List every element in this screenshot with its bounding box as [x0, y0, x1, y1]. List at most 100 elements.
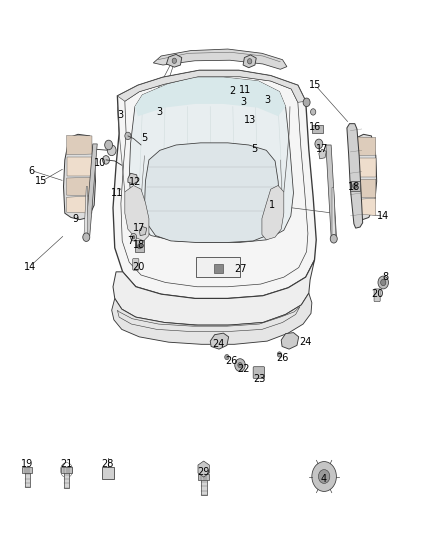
- Polygon shape: [67, 135, 92, 155]
- Polygon shape: [198, 461, 209, 477]
- Polygon shape: [117, 70, 306, 102]
- Text: 12: 12: [129, 177, 141, 187]
- Circle shape: [83, 233, 90, 241]
- Polygon shape: [125, 185, 149, 241]
- Polygon shape: [210, 333, 229, 349]
- Circle shape: [125, 132, 131, 140]
- Text: 19: 19: [21, 459, 33, 469]
- Polygon shape: [357, 179, 376, 198]
- FancyBboxPatch shape: [133, 259, 139, 270]
- Polygon shape: [243, 55, 256, 68]
- Text: 6: 6: [28, 166, 35, 175]
- Circle shape: [312, 462, 336, 491]
- Polygon shape: [67, 177, 92, 196]
- Polygon shape: [85, 144, 97, 236]
- Text: 24: 24: [212, 339, 224, 349]
- Polygon shape: [112, 293, 312, 344]
- Polygon shape: [166, 54, 182, 67]
- Polygon shape: [64, 134, 95, 220]
- Text: 20: 20: [132, 262, 144, 271]
- FancyBboxPatch shape: [374, 289, 380, 302]
- Circle shape: [330, 235, 337, 243]
- Text: 5: 5: [251, 144, 257, 154]
- Text: 26: 26: [225, 357, 237, 366]
- Polygon shape: [113, 260, 314, 325]
- Text: 28: 28: [101, 459, 113, 469]
- Bar: [201, 477, 207, 495]
- Polygon shape: [128, 173, 138, 184]
- Text: 9: 9: [72, 214, 78, 223]
- Circle shape: [311, 109, 316, 115]
- Polygon shape: [326, 145, 336, 237]
- Text: 22: 22: [237, 364, 249, 374]
- Circle shape: [318, 470, 330, 483]
- Circle shape: [235, 359, 245, 372]
- Circle shape: [247, 59, 252, 64]
- Circle shape: [303, 98, 310, 107]
- Text: 17: 17: [133, 223, 145, 233]
- Circle shape: [102, 156, 110, 164]
- Polygon shape: [332, 188, 336, 236]
- Text: 3: 3: [157, 107, 163, 117]
- Circle shape: [277, 352, 282, 357]
- Text: 13: 13: [244, 115, 257, 125]
- Text: 16: 16: [309, 122, 321, 132]
- Polygon shape: [357, 198, 376, 215]
- Text: 2: 2: [229, 86, 235, 95]
- Bar: [64, 470, 69, 488]
- Text: 15: 15: [309, 80, 321, 90]
- Bar: [102, 467, 114, 479]
- Polygon shape: [354, 134, 377, 220]
- Polygon shape: [210, 333, 229, 349]
- Circle shape: [131, 233, 137, 241]
- Text: 17: 17: [316, 144, 328, 154]
- Circle shape: [315, 139, 323, 149]
- Text: 23: 23: [253, 375, 265, 384]
- Polygon shape: [139, 227, 147, 236]
- Circle shape: [105, 140, 113, 150]
- Polygon shape: [145, 143, 279, 243]
- Polygon shape: [129, 77, 293, 243]
- Text: 8: 8: [382, 272, 389, 282]
- Circle shape: [225, 354, 229, 360]
- Text: 5: 5: [141, 133, 148, 142]
- Text: 3: 3: [240, 98, 246, 107]
- Text: 24: 24: [300, 337, 312, 347]
- Polygon shape: [84, 187, 88, 235]
- Text: 7: 7: [127, 237, 134, 246]
- Polygon shape: [153, 49, 287, 69]
- Text: 20: 20: [371, 289, 384, 299]
- Polygon shape: [113, 70, 316, 298]
- FancyBboxPatch shape: [198, 474, 209, 480]
- Bar: [25, 470, 30, 487]
- Polygon shape: [67, 196, 92, 213]
- Circle shape: [238, 362, 242, 368]
- FancyBboxPatch shape: [22, 467, 32, 473]
- Text: 18: 18: [133, 240, 145, 250]
- Text: 11: 11: [239, 85, 251, 94]
- Circle shape: [132, 236, 135, 239]
- Text: 29: 29: [198, 467, 210, 477]
- Polygon shape: [281, 333, 299, 349]
- Bar: [214, 264, 223, 273]
- Circle shape: [353, 183, 357, 189]
- Circle shape: [172, 58, 177, 63]
- Text: 3: 3: [117, 110, 124, 119]
- Text: 10: 10: [94, 158, 106, 167]
- FancyBboxPatch shape: [61, 467, 72, 473]
- FancyBboxPatch shape: [312, 125, 323, 133]
- Text: 18: 18: [348, 182, 360, 191]
- Text: 21: 21: [60, 459, 73, 469]
- Polygon shape: [262, 185, 284, 240]
- Text: 4: 4: [321, 474, 327, 483]
- Polygon shape: [347, 124, 363, 228]
- FancyBboxPatch shape: [350, 181, 360, 191]
- Text: 27: 27: [234, 264, 246, 274]
- Bar: [196, 257, 240, 277]
- Polygon shape: [319, 149, 326, 159]
- Text: 15: 15: [35, 176, 48, 186]
- Polygon shape: [67, 157, 92, 176]
- Text: 1: 1: [268, 200, 275, 210]
- Polygon shape: [357, 158, 376, 177]
- Text: 26: 26: [276, 353, 289, 363]
